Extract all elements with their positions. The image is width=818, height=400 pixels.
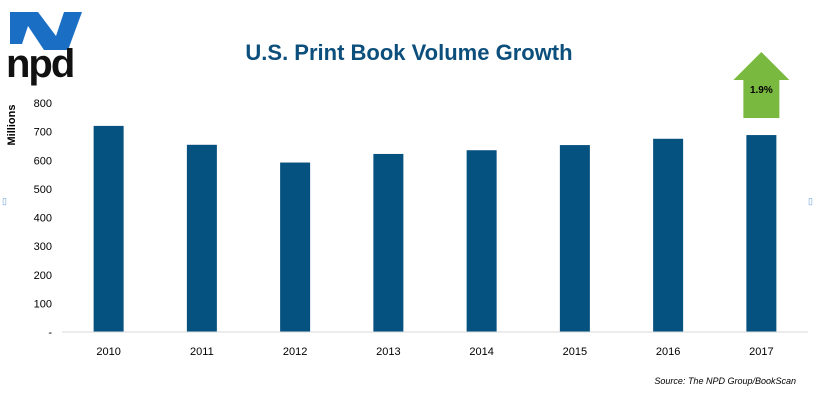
bar-2017 xyxy=(746,135,777,332)
source-note: Source: The NPD Group/BookScan xyxy=(654,376,796,386)
x-tick-label: 2015 xyxy=(563,346,587,358)
y-tick-label: - xyxy=(48,327,52,339)
x-tick-label: 2013 xyxy=(376,346,400,358)
bar-2016 xyxy=(653,138,684,332)
bar-2014 xyxy=(466,150,497,332)
y-tick-label: 300 xyxy=(34,241,52,253)
npd-logo xyxy=(10,12,82,50)
y-tick-label: 800 xyxy=(34,98,52,110)
y-tick-label: 500 xyxy=(34,184,52,196)
bar-2012 xyxy=(280,162,311,332)
chart-title: U.S. Print Book Volume Growth xyxy=(245,40,573,65)
bar-2010 xyxy=(93,125,124,333)
bar-2015 xyxy=(559,145,590,332)
growth-annotation-label: 1.9% xyxy=(750,85,773,96)
x-tick-label: 2017 xyxy=(749,346,773,358)
y-tick-label: 700 xyxy=(34,127,52,139)
bar-2011 xyxy=(186,144,217,332)
y-tick-label: 100 xyxy=(34,298,52,310)
npd-swoosh-icon xyxy=(10,12,82,50)
x-tick-label: 2010 xyxy=(96,346,120,358)
y-tick-label: 200 xyxy=(34,270,52,282)
x-tick-label: 2011 xyxy=(190,346,214,358)
x-tick-label: 2012 xyxy=(283,346,307,358)
up-arrow-icon xyxy=(733,52,790,118)
logo-text: npd xyxy=(6,42,75,86)
y-tick-label: 400 xyxy=(34,213,52,225)
x-tick-label: 2016 xyxy=(656,346,680,358)
bar-2013 xyxy=(373,153,404,332)
y-tick-label: 600 xyxy=(34,155,52,167)
left-marker: ▯ xyxy=(2,196,7,206)
right-marker: ▯ xyxy=(808,196,813,206)
x-tick-label: 2014 xyxy=(469,346,493,358)
